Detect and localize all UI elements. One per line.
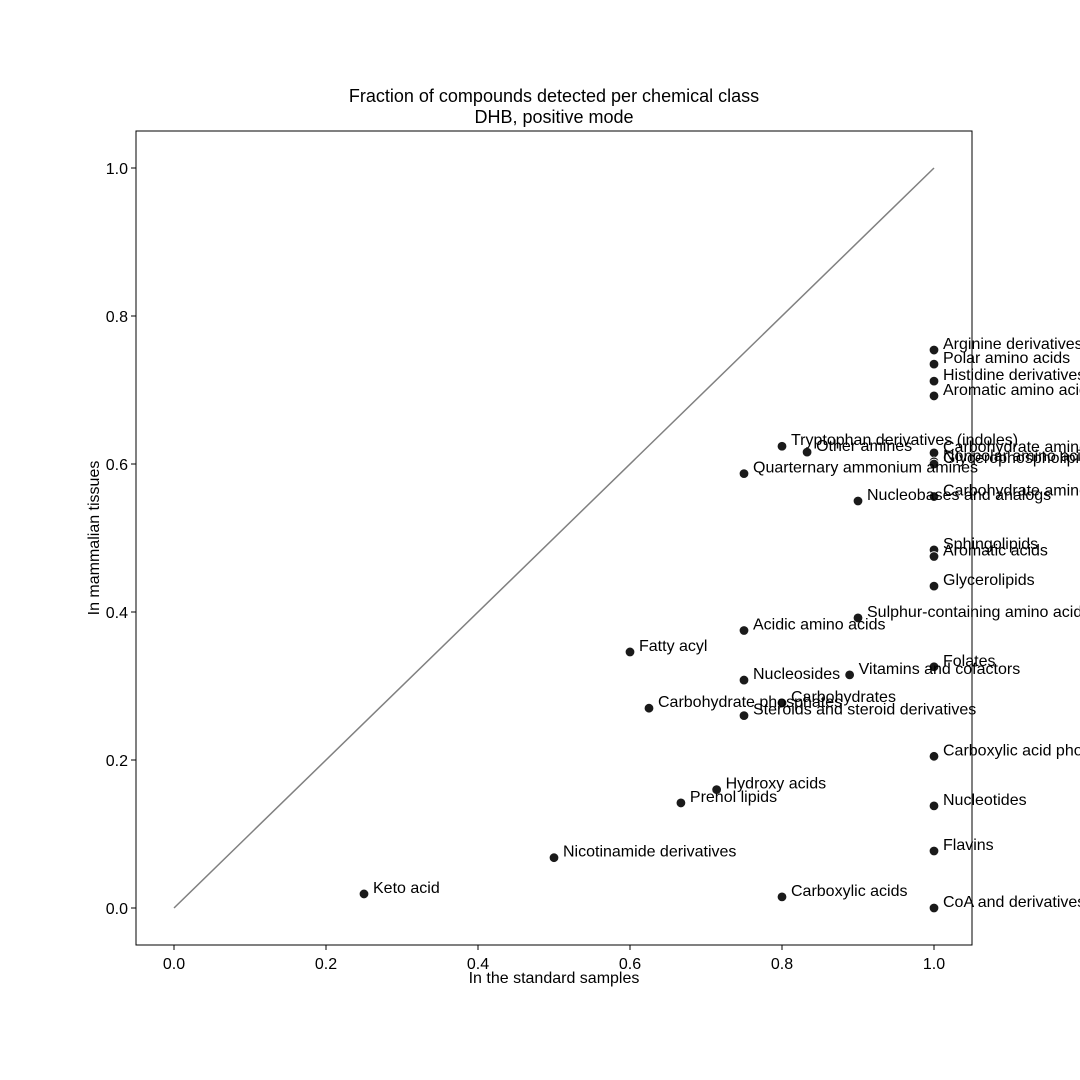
data-point: [928, 344, 940, 356]
point-label: Sulphur-containing amino acids: [867, 604, 1080, 621]
point-label: Nucleobases and analogs: [867, 487, 1051, 504]
data-point: [738, 468, 750, 479]
data-point: [928, 845, 940, 857]
data-point: [776, 891, 788, 903]
point-label: Other amines: [816, 438, 912, 455]
data-point: [852, 495, 864, 507]
point-label: Sphingolipids: [943, 536, 1038, 553]
data-point: [844, 669, 855, 681]
point-label: Arginine derivatives: [943, 336, 1080, 353]
point-label: Nucleosides: [753, 666, 840, 683]
data-point: [624, 646, 636, 658]
chart-subtitle: DHB, positive mode: [474, 107, 634, 127]
point-label: Glycerophospholipids: [943, 450, 1080, 467]
point-label: Histidine derivatives: [943, 367, 1080, 384]
y-tick-label: 0.0: [106, 901, 128, 918]
point-label: Polar amino acids: [943, 350, 1070, 367]
point-label: Acidic amino acids: [753, 617, 886, 634]
y-tick-label: 0.6: [106, 457, 128, 474]
data-point: [928, 358, 940, 370]
data-point: [928, 580, 940, 592]
point-label: Hydroxy acids: [726, 776, 826, 793]
reference-line-layer: [173, 167, 935, 909]
point-label: Keto acid: [373, 880, 440, 897]
plot-frame: [135, 130, 973, 946]
y-tick-label: 0.2: [106, 753, 128, 770]
ticks-layer: 0.0 0.2 0.4 0.6 0.8 1.0 0.0 0.2 0.4 0.6 0.8 1.0: [106, 161, 945, 973]
point-label: Vitamins and cofactors: [859, 661, 1021, 678]
data-point: [928, 661, 940, 672]
data-point: [776, 441, 788, 452]
data-point: [643, 703, 655, 714]
point-label: Fatty acyl: [639, 638, 707, 655]
points-layer: [358, 344, 940, 914]
data-point: [928, 902, 940, 914]
point-label: Steroids and steroid derivatives: [753, 702, 976, 719]
x-tick-label: 0.6: [619, 956, 641, 973]
point-label: Carbohydrates: [791, 689, 896, 706]
point-label: Flavins: [943, 837, 994, 854]
data-point: [928, 390, 940, 402]
data-point: [801, 446, 813, 458]
data-point: [776, 697, 788, 709]
data-point: [548, 852, 560, 863]
data-point: [711, 784, 722, 795]
data-point: [928, 491, 940, 502]
point-label: Nicotinamide derivatives: [563, 844, 736, 861]
x-tick-label: 0.8: [771, 956, 793, 973]
diagonal-reference-line: [173, 167, 935, 909]
x-tick-label: 0.4: [467, 956, 489, 973]
data-point: [928, 447, 940, 459]
point-label: Folates: [943, 653, 995, 670]
data-point: [928, 800, 940, 812]
data-point: [928, 551, 940, 562]
data-point: [852, 612, 864, 624]
point-label: Aromatic acids: [943, 543, 1048, 560]
point-label: Prenol lipids: [690, 789, 777, 806]
point-label: Carboxylic acids: [791, 883, 907, 900]
point-label: Carbohydrate amines: [943, 439, 1080, 456]
point-label: CoA and derivatives: [943, 894, 1080, 911]
point-label: Tryptophan derivatives (indoles): [791, 432, 1018, 449]
chart-title: Fraction of compounds detected per chemi…: [348, 86, 760, 106]
point-label: Glycerolipids: [943, 572, 1035, 589]
data-point: [358, 888, 370, 900]
point-label: Aromatic amino acids: [943, 382, 1080, 399]
data-point: [738, 710, 750, 721]
y-axis-label: In mammalian tissues: [86, 461, 103, 616]
point-label: Nonpolar amino acids: [943, 448, 1080, 465]
point-label: Carbohydrate amino acids: [943, 483, 1080, 500]
x-tick-label: 0.0: [163, 956, 185, 973]
data-point: [928, 751, 940, 762]
data-point: [738, 625, 750, 636]
x-tick-label: 1.0: [923, 956, 945, 973]
data-point: [928, 458, 940, 470]
data-point: [675, 797, 687, 809]
y-tick-label: 0.8: [106, 309, 128, 326]
y-tick-label: 0.4: [106, 605, 128, 622]
point-label: Quarternary ammonium amines: [753, 460, 978, 477]
point-label: Nucleotides: [943, 792, 1027, 809]
x-axis-label: In the standard samples: [469, 970, 640, 987]
data-point: [738, 674, 750, 686]
point-label: Carboxylic acid phosphates: [943, 742, 1080, 759]
y-tick-label: 1.0: [106, 161, 128, 178]
x-tick-label: 0.2: [315, 956, 337, 973]
data-point: [928, 375, 940, 387]
point-label: Carbohydrate phosphates: [658, 694, 842, 711]
